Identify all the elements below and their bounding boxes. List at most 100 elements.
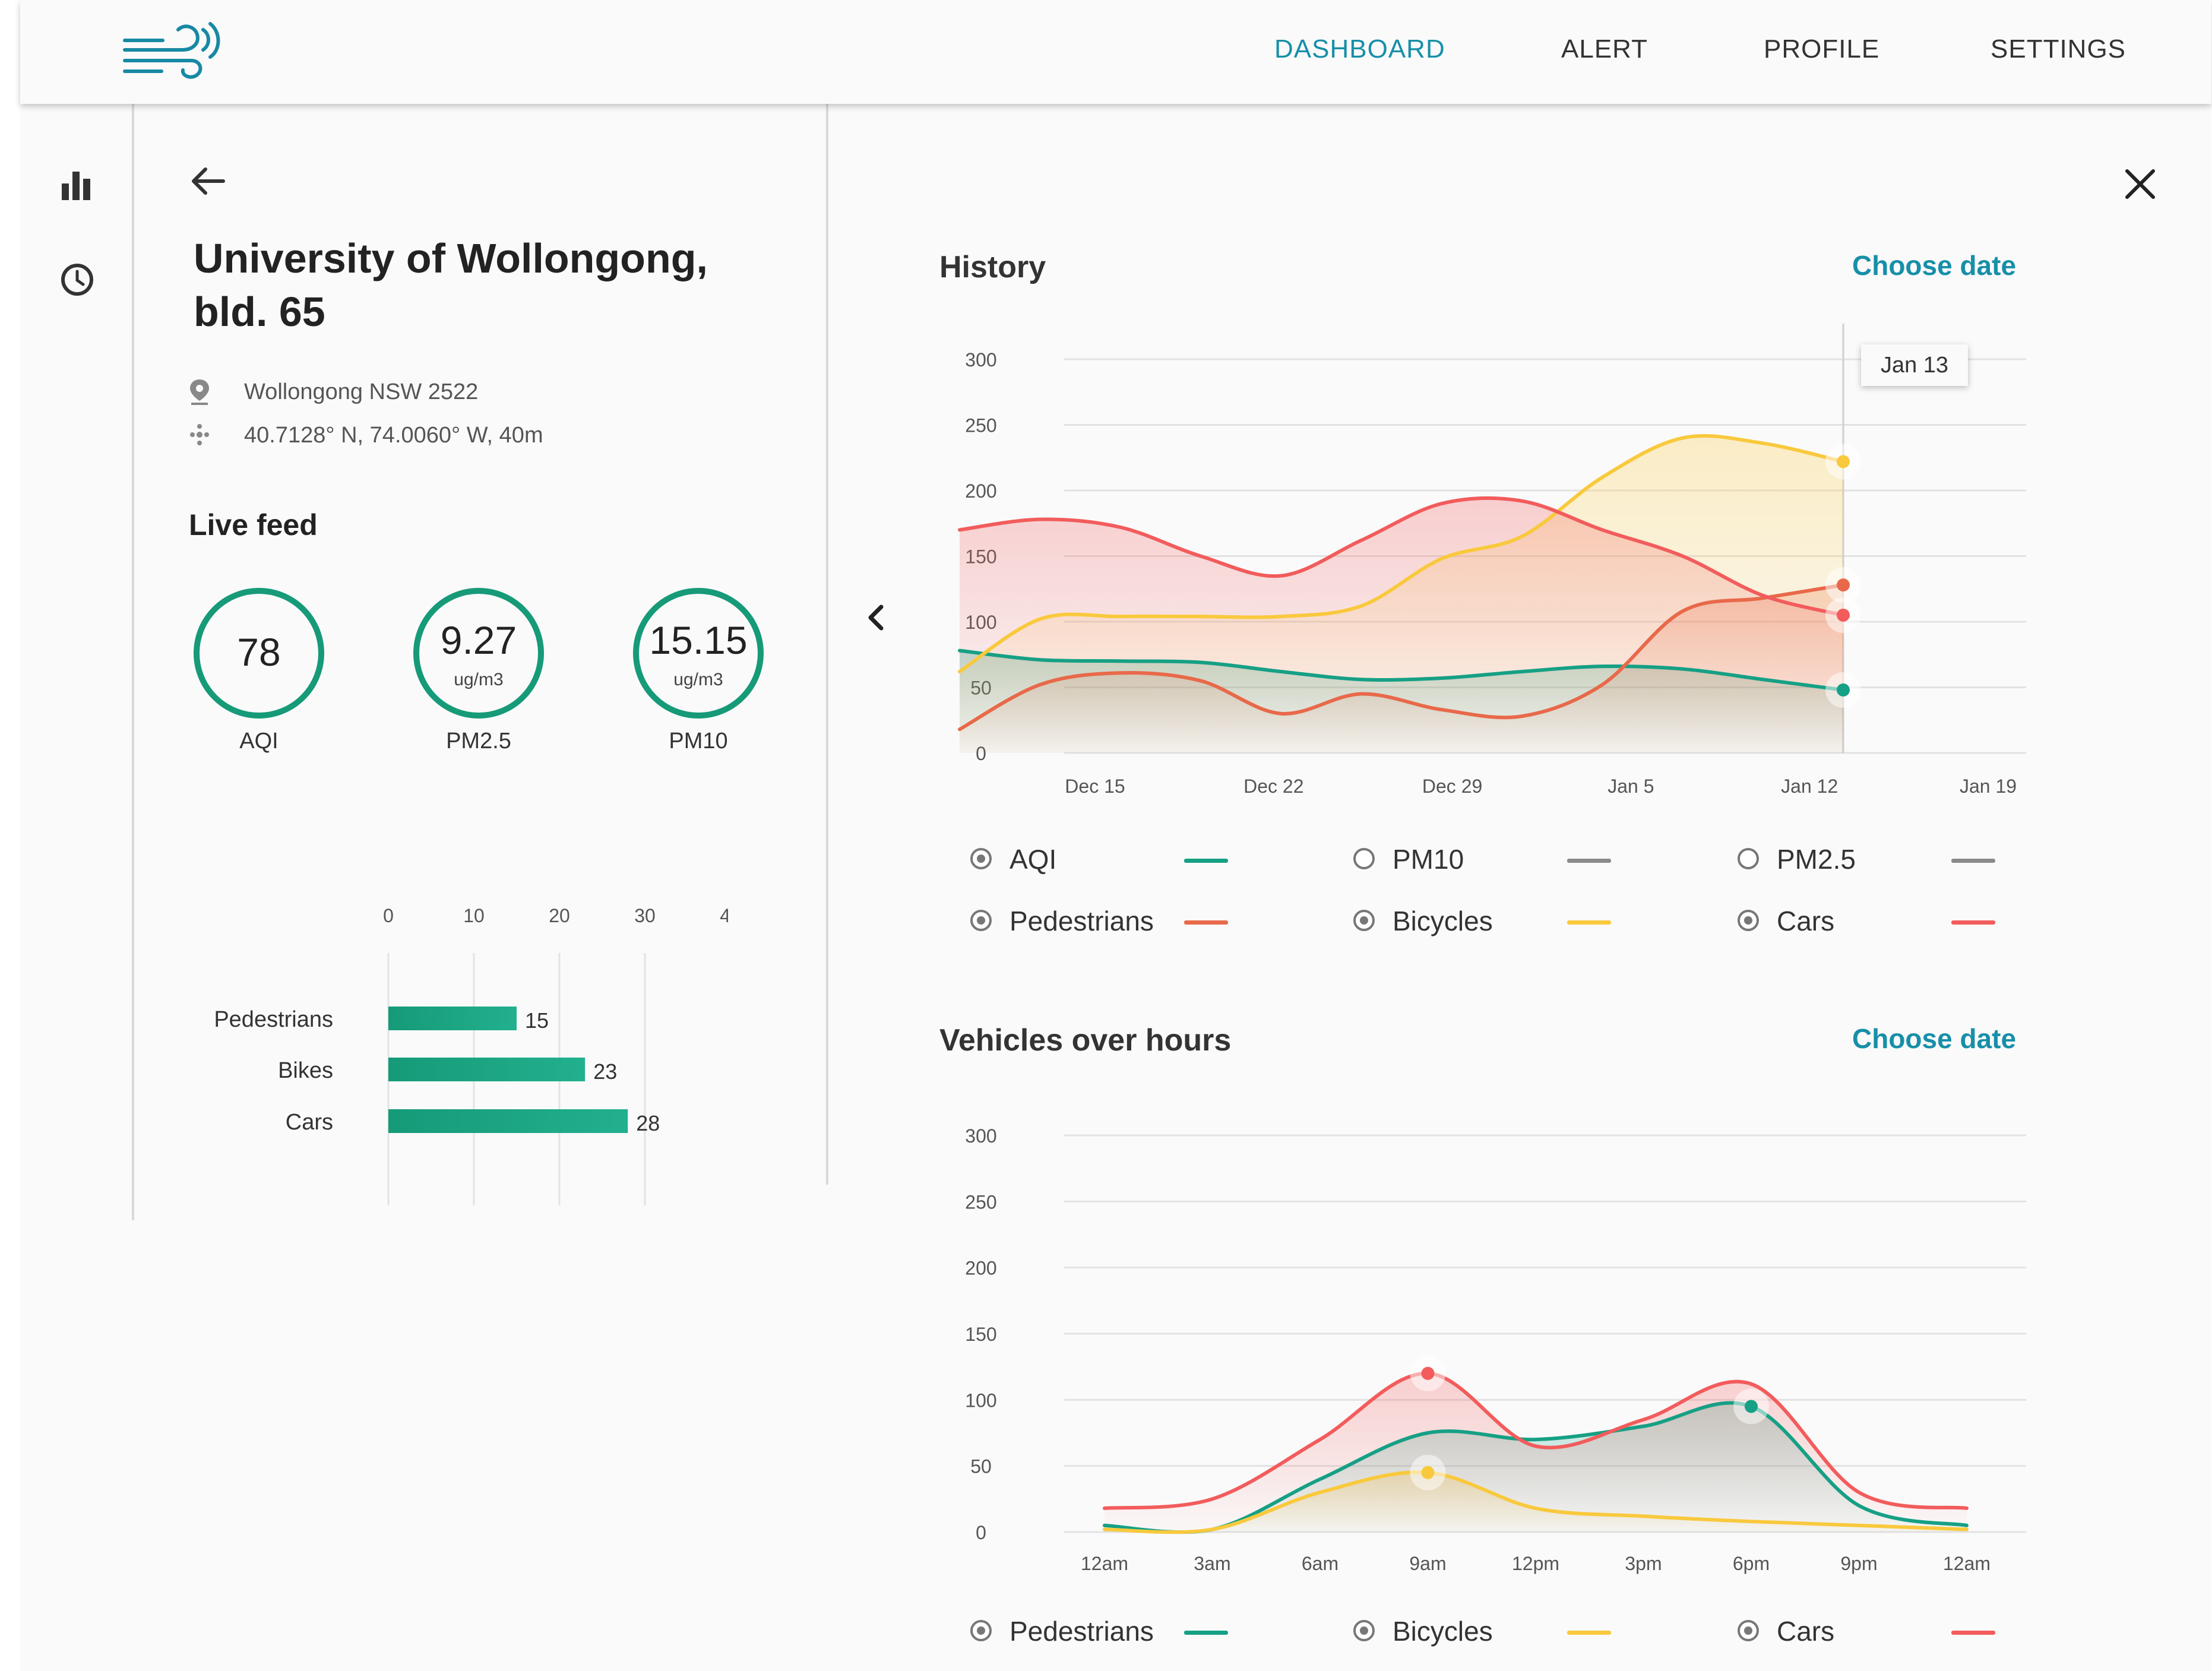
left-rail <box>20 104 134 1220</box>
bar-axis-tick: 40 <box>720 905 728 926</box>
bar-value-label: 28 <box>636 1111 660 1135</box>
map-pin-icon <box>190 379 209 405</box>
gauge-ring <box>633 588 764 719</box>
x-axis-tick: Dec 15 <box>1065 776 1125 797</box>
x-axis-tick: 12pm <box>1512 1553 1559 1574</box>
legend-aqi[interactable]: AQI <box>970 843 1267 879</box>
series-line[interactable] <box>1103 1371 1969 1510</box>
x-axis-tick: 6am <box>1302 1553 1338 1574</box>
legend-radio[interactable] <box>1353 910 1375 931</box>
pm25-gauge: 9.27 ug/m3 <box>413 588 544 719</box>
legend-radio[interactable] <box>970 910 992 931</box>
legend-pedestrians[interactable]: Pedestrians <box>970 905 1267 941</box>
bar-value-label: 23 <box>593 1059 617 1084</box>
location-details-panel: University of Wollongong, bld. 65 Wollon… <box>134 104 828 1205</box>
nav-profile[interactable]: PROFILE <box>1764 34 1880 64</box>
y-axis-tick: 250 <box>965 415 996 436</box>
bar <box>388 1007 517 1030</box>
y-axis-tick: 200 <box>965 1258 996 1279</box>
live-feed-title: Live feed <box>189 508 318 542</box>
series-line[interactable] <box>958 496 1845 617</box>
aqi-value: 78 <box>237 630 281 674</box>
legend-cars[interactable]: Cars <box>1738 905 2034 941</box>
nav-dashboard[interactable]: DASHBOARD <box>1274 34 1445 64</box>
x-axis-tick: 9pm <box>1840 1553 1877 1574</box>
vehicles-chart: 0 50 100 150 200 250 300 12am 3am 6am 9am 12pm 3pm 6p… <box>965 1125 2026 1574</box>
bar-chart-icon[interactable] <box>56 163 99 206</box>
y-axis-tick: 250 <box>965 1191 996 1213</box>
vehicles-legend-bicycles[interactable]: Bicycles <box>1353 1615 1650 1651</box>
data-point-marker[interactable] <box>1837 608 1850 622</box>
legend-radio[interactable] <box>1738 910 1759 931</box>
y-axis-tick: 50 <box>970 1456 992 1477</box>
legend-radio[interactable] <box>1353 1620 1375 1641</box>
pm25-unit: ug/m3 <box>454 670 504 689</box>
vehicles-title: Vehicles over hours <box>939 1023 1232 1058</box>
legend-swatch <box>1567 920 1611 925</box>
app-frame: DASHBOARD ALERT PROFILE SETTINGS Univers… <box>20 0 2211 1671</box>
legend-label: Pedestrians <box>1010 906 1154 936</box>
legend-swatch <box>1567 1631 1611 1635</box>
vehicles-choose-date-link[interactable]: Choose date <box>1852 1023 2017 1054</box>
legend-radio[interactable] <box>970 848 992 869</box>
pm10-gauge: 15.15 ug/m3 <box>633 588 764 719</box>
location-title-line-1: University of Wollongong, <box>194 235 708 281</box>
counts-bar-chart: 0 10 20 30 40 Pedestrians 15 Bikes 23 Cars 28 <box>214 905 728 1205</box>
location-title: University of Wollongong, bld. 65 <box>194 232 728 338</box>
top-navigation-bar: DASHBOARD ALERT PROFILE SETTINGS <box>20 0 2211 104</box>
series-line[interactable] <box>958 434 1845 673</box>
data-point-marker[interactable] <box>1837 455 1850 469</box>
history-tooltip: Jan 13 <box>1861 344 1968 386</box>
history-choose-date-link[interactable]: Choose date <box>1852 250 2017 281</box>
legend-radio[interactable] <box>1738 848 1759 869</box>
back-arrow-icon[interactable] <box>188 163 229 199</box>
legend-swatch <box>1951 920 1995 925</box>
data-point-marker[interactable] <box>1837 683 1850 697</box>
pm10-label: PM10 <box>669 729 728 754</box>
pm10-unit: ug/m3 <box>673 670 723 689</box>
series-line[interactable] <box>1103 1470 1969 1534</box>
series-line[interactable] <box>958 583 1845 732</box>
x-axis-tick: Dec 22 <box>1243 776 1303 797</box>
wind-logo-icon[interactable] <box>120 17 227 83</box>
legend-radio[interactable] <box>970 1620 992 1641</box>
x-axis-tick: Dec 29 <box>1422 776 1482 797</box>
series-line[interactable] <box>958 648 1845 692</box>
bar-axis-tick: 20 <box>549 905 570 926</box>
address-text: Wollongong NSW 2522 <box>244 379 479 404</box>
legend-radio[interactable] <box>1738 1620 1759 1641</box>
series-line[interactable] <box>1103 1401 1969 1534</box>
data-point-marker[interactable] <box>1745 1400 1758 1413</box>
vehicles-legend-pedestrians[interactable]: Pedestrians <box>970 1615 1267 1651</box>
bar-category-label: Bikes <box>278 1058 333 1083</box>
pm25-label: PM2.5 <box>446 729 511 754</box>
legend-label: Bicycles <box>1393 906 1493 936</box>
data-point-marker[interactable] <box>1837 578 1850 592</box>
legend-radio[interactable] <box>1353 848 1375 869</box>
legend-label: Bicycles <box>1393 1616 1493 1647</box>
legend-label: Cars <box>1777 1616 1835 1647</box>
legend-pm25[interactable]: PM2.5 <box>1738 843 2034 879</box>
coordinates-text: 40.7128° N, 74.0060° W, 40m <box>244 423 543 448</box>
nav-settings[interactable]: SETTINGS <box>1991 34 2126 64</box>
x-axis-tick: Jan 19 <box>1960 776 2017 797</box>
aqi-gauge: 78 <box>194 588 324 719</box>
pm25-value: 9.27 <box>440 618 517 662</box>
x-axis-tick: 3pm <box>1625 1553 1662 1574</box>
series-area <box>960 498 1843 753</box>
nav-alert[interactable]: ALERT <box>1561 34 1648 64</box>
legend-label: PM2.5 <box>1777 844 1856 875</box>
x-axis-tick: 6pm <box>1733 1553 1770 1574</box>
clock-icon[interactable] <box>56 258 99 301</box>
data-point-marker[interactable] <box>1421 1366 1435 1380</box>
collapse-chevron-icon[interactable] <box>859 600 894 635</box>
legend-label: AQI <box>1010 844 1057 875</box>
data-point-marker[interactable] <box>1421 1466 1435 1479</box>
vehicles-legend-cars[interactable]: Cars <box>1738 1615 2034 1651</box>
pm10-value: 15.15 <box>649 618 748 662</box>
close-icon[interactable] <box>2116 160 2164 208</box>
y-axis-tick: 300 <box>965 349 996 371</box>
legend-pm10[interactable]: PM10 <box>1353 843 1650 879</box>
legend-bicycles[interactable]: Bicycles <box>1353 905 1650 941</box>
bar-value-label: 15 <box>525 1008 549 1033</box>
